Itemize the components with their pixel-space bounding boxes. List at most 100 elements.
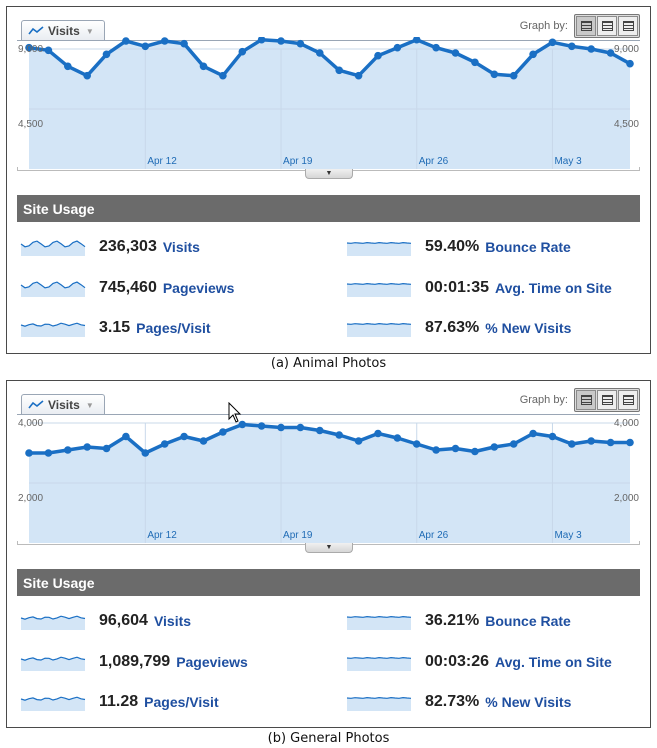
- figure-caption-a: (a) Animal Photos: [270, 356, 387, 371]
- metric-value: 11.28: [99, 693, 139, 710]
- usage-metric-avg-time-on-site: 00:01:35 Avg. Time on Site: [345, 279, 612, 297]
- sparkline: [20, 656, 86, 671]
- metric-value: 236,303: [99, 238, 157, 255]
- metric-label-link[interactable]: Bounce Rate: [485, 613, 571, 629]
- data-point: [374, 51, 382, 60]
- graph-by-month-button[interactable]: [618, 16, 638, 36]
- y-axis-max-label-right: 4,000: [614, 418, 639, 429]
- data-point: [180, 432, 188, 441]
- metric-selector-tab[interactable]: Visits ▼: [21, 394, 105, 415]
- data-point: [432, 446, 440, 454]
- sparkline-area: [347, 242, 411, 256]
- metric-value: 745,460: [99, 279, 157, 296]
- sparkline-line: [20, 281, 86, 289]
- usage-metric-new-visits: 87.63% % New Visits: [345, 319, 571, 337]
- data-point: [509, 71, 518, 80]
- usage-metric-bounce-rate: 36.21% Bounce Rate: [345, 612, 571, 630]
- data-point: [451, 49, 460, 57]
- data-point: [490, 443, 499, 451]
- usage-metric-visits: 236,303 Visits: [19, 238, 200, 256]
- day-view-icon: [580, 395, 592, 405]
- x-axis-label: Apr 26: [419, 530, 449, 541]
- analytics-panel-general: Visits ▼ Graph by: 4,000 4,000 2,000 2,000 A…: [6, 380, 651, 728]
- data-point: [354, 437, 363, 445]
- x-axis-label: May 3: [554, 530, 582, 541]
- data-point: [25, 449, 33, 457]
- y-axis-max-label-right: 9,000: [614, 44, 639, 55]
- usage-metric-pageviews: 1,089,799 Pageviews: [19, 653, 248, 671]
- sparkline-area: [21, 697, 85, 711]
- mouse-pointer-icon: [228, 402, 242, 423]
- metric-label-link[interactable]: Avg. Time on Site: [495, 280, 612, 296]
- metric-value: 3.15: [99, 319, 131, 336]
- sparkline-area: [347, 616, 411, 630]
- data-point: [568, 440, 576, 448]
- data-point: [374, 429, 382, 438]
- data-point: [529, 50, 537, 59]
- site-usage-header: Site Usage: [17, 195, 640, 222]
- metric-label-link[interactable]: Pages/Visit: [144, 694, 219, 710]
- data-point: [219, 71, 227, 80]
- metric-label-link[interactable]: Visits: [153, 613, 192, 629]
- data-point: [122, 37, 130, 45]
- sparkline-area: [21, 657, 85, 671]
- graph-by-label: Graph by:: [519, 394, 568, 406]
- chart-resize-handle[interactable]: ▼: [305, 543, 353, 553]
- data-point: [219, 428, 227, 436]
- data-point: [548, 38, 557, 47]
- usage-metric-visits: 96,604 Visits: [19, 612, 191, 630]
- graph-by-control: Graph by:: [520, 388, 640, 412]
- graph-by-day-button[interactable]: [576, 390, 596, 410]
- metric-label-link[interactable]: Pageviews: [176, 654, 248, 670]
- sparkline: [20, 281, 86, 297]
- visits-line-chart: 9,000 9,000 4,500 4,500 Apr 12 Apr 19 Apr 26 Ma…: [18, 37, 639, 170]
- data-point: [44, 449, 53, 457]
- data-point: [587, 45, 595, 53]
- data-point: [296, 423, 305, 432]
- y-axis-max-label-left: 9,000: [18, 44, 43, 55]
- graph-by-month-button[interactable]: [618, 390, 638, 410]
- data-point: [393, 43, 402, 52]
- data-point: [238, 47, 247, 56]
- week-view-icon: [601, 395, 613, 405]
- graph-by-day-button[interactable]: [576, 16, 596, 36]
- sparkline-area: [21, 616, 85, 630]
- y-axis-mid-label-left: 4,500: [18, 119, 43, 130]
- x-axis-label: May 3: [554, 156, 582, 167]
- visits-area: [29, 424, 630, 543]
- data-point: [141, 42, 150, 51]
- metric-label-link[interactable]: % New Visits: [485, 320, 572, 336]
- sparkline: [346, 656, 412, 671]
- data-point: [44, 46, 53, 55]
- week-view-icon: [601, 21, 613, 31]
- metric-label-link[interactable]: Pageviews: [162, 280, 235, 296]
- data-point: [529, 429, 537, 438]
- metric-label-link[interactable]: Visits: [162, 239, 200, 255]
- chart-resize-handle[interactable]: ▼: [305, 169, 353, 179]
- data-point: [64, 446, 72, 454]
- graph-by-week-button[interactable]: [597, 390, 617, 410]
- data-point: [257, 37, 266, 44]
- x-axis-label: Apr 19: [283, 530, 313, 541]
- data-point: [548, 432, 557, 441]
- metric-label-link[interactable]: Avg. Time on Site: [495, 654, 612, 670]
- metric-label-link[interactable]: % New Visits: [485, 694, 572, 710]
- metric-label-link[interactable]: Bounce Rate: [485, 239, 571, 255]
- data-point: [471, 447, 479, 456]
- data-point: [412, 440, 421, 448]
- metric-value: 82.73%: [425, 693, 480, 710]
- data-point: [606, 438, 615, 447]
- sparkline-area: [21, 241, 85, 256]
- sparkline-line: [20, 656, 86, 661]
- month-view-icon: [622, 395, 634, 405]
- x-axis-label: Apr 19: [283, 156, 313, 167]
- metric-label-link[interactable]: Pages/Visit: [136, 320, 211, 336]
- usage-metric-pages-visit: 3.15 Pages/Visit: [19, 319, 211, 337]
- graph-by-week-button[interactable]: [597, 16, 617, 36]
- data-point: [180, 39, 188, 48]
- chevron-down-icon: ▼: [85, 400, 94, 410]
- sparkline-area: [21, 282, 85, 297]
- metric-selector-tab[interactable]: Visits ▼: [21, 20, 105, 41]
- visits-area: [29, 39, 630, 170]
- data-point: [238, 420, 247, 429]
